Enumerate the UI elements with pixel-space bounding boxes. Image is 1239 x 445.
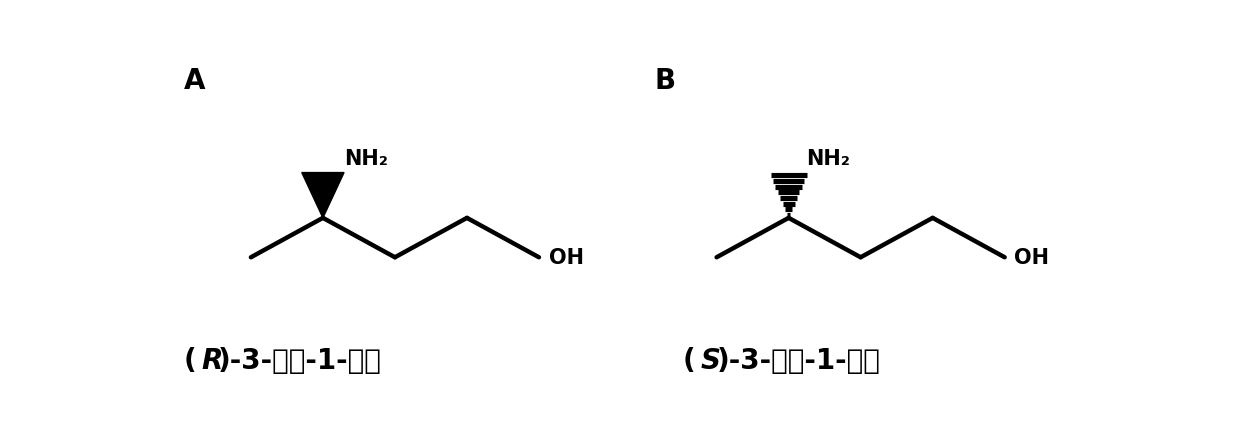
Text: )-3-氨基-1-丁醇: )-3-氨基-1-丁醇 [716, 348, 881, 376]
Text: )-3-氨基-1-丁醇: )-3-氨基-1-丁醇 [217, 348, 382, 376]
Text: NH₂: NH₂ [344, 149, 388, 169]
Text: R: R [201, 348, 222, 376]
Text: OH: OH [1015, 248, 1049, 268]
Text: B: B [654, 67, 675, 95]
Text: OH: OH [549, 248, 584, 268]
Text: (: ( [683, 348, 696, 376]
Polygon shape [302, 173, 344, 218]
Text: A: A [183, 67, 206, 95]
Text: (: ( [183, 348, 197, 376]
Text: NH₂: NH₂ [805, 149, 850, 169]
Text: S: S [700, 348, 720, 376]
